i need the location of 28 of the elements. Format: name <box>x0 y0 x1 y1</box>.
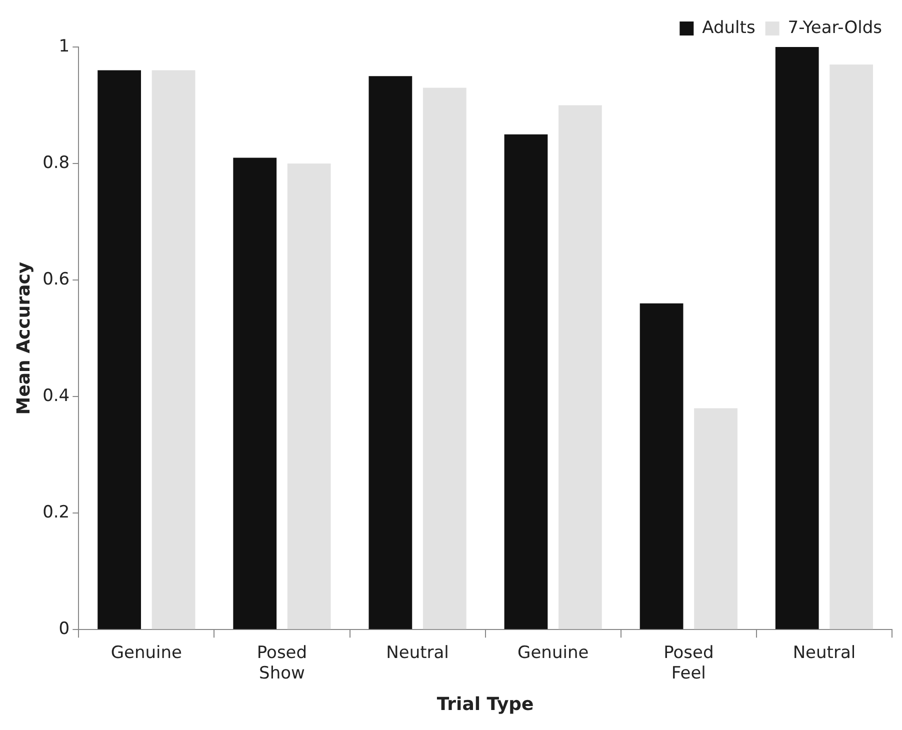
x-tick-label: Posed Show <box>256 643 308 684</box>
bar <box>233 158 277 630</box>
y-tick-label: 0.6 <box>42 269 70 290</box>
y-tick-label: 0.8 <box>42 152 70 173</box>
x-axis-title: Trial Type <box>436 694 534 715</box>
y-tick-label: 0.2 <box>42 502 70 522</box>
y-tick-label: 1 <box>58 36 70 56</box>
bar <box>152 70 196 630</box>
bar <box>504 134 548 630</box>
legend-label: 7-Year-Olds <box>788 18 882 38</box>
bar <box>287 164 331 630</box>
bar <box>694 408 738 630</box>
x-tick-label: Neutral <box>792 643 856 664</box>
bar <box>98 70 141 630</box>
x-tick-label: Neutral <box>386 643 449 664</box>
x-tick-label: Genuine <box>518 643 589 664</box>
y-axis-title: Mean Accuracy <box>13 262 34 415</box>
legend-label: Adults <box>702 18 756 38</box>
bar <box>640 303 684 630</box>
x-tick-label: Posed Feel <box>664 643 714 684</box>
bar <box>558 105 602 630</box>
bar <box>830 64 874 630</box>
bar <box>775 47 819 630</box>
y-tick-label: 0.4 <box>42 386 70 406</box>
y-tick-label: 0 <box>58 619 70 640</box>
bar <box>368 76 412 630</box>
bar <box>422 88 466 630</box>
x-tick-label: Genuine <box>110 643 182 664</box>
